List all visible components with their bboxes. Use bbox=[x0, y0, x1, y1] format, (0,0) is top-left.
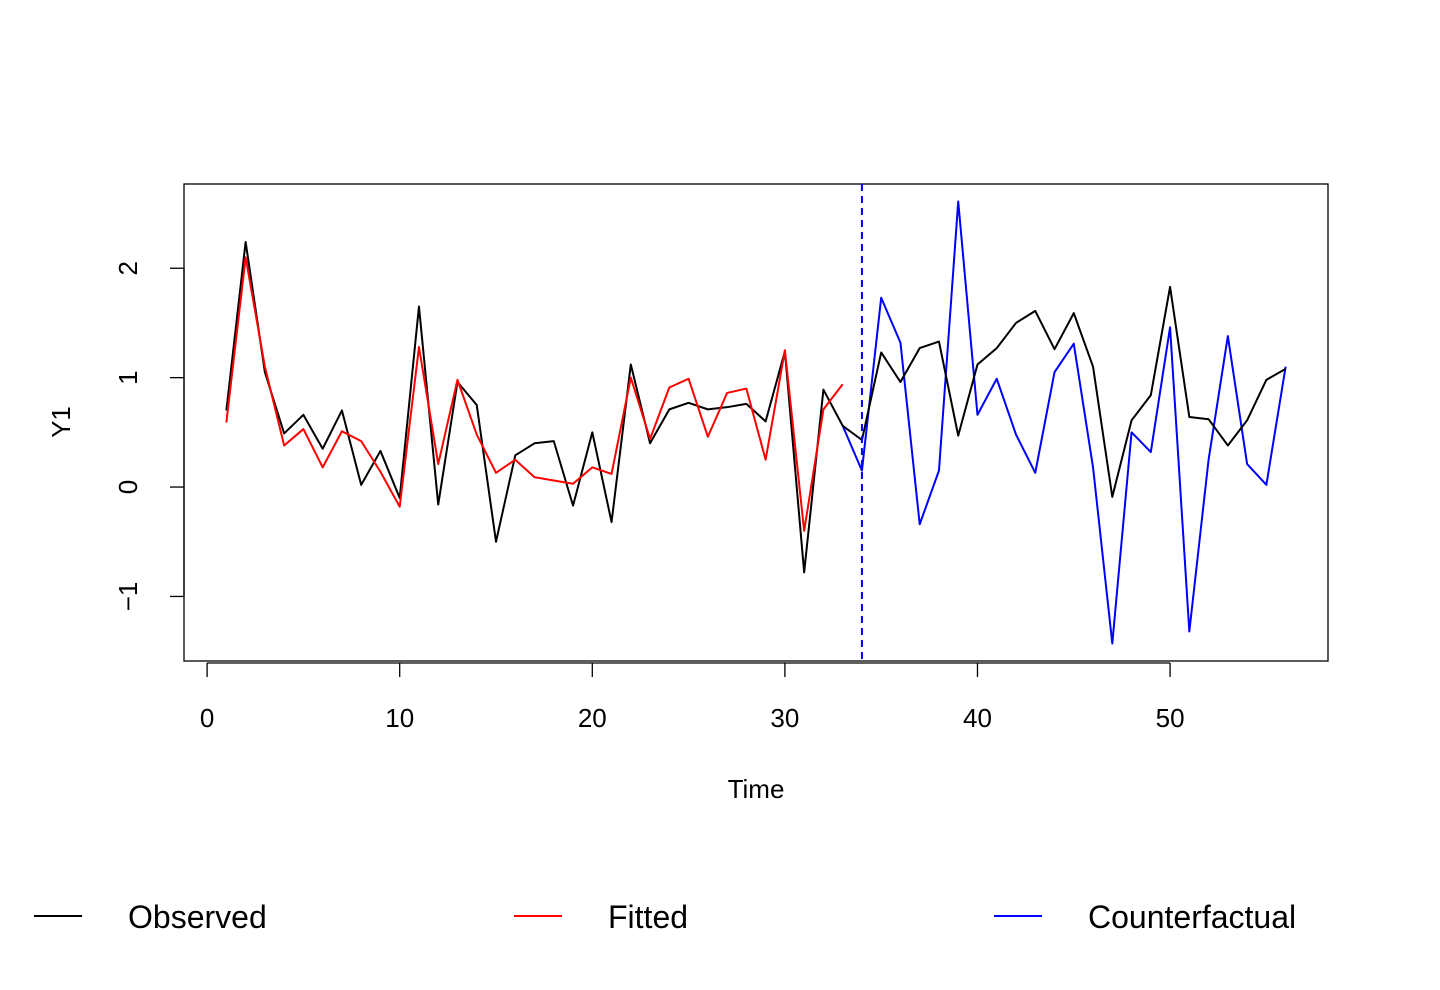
y-tick-label: 0 bbox=[113, 480, 143, 494]
x-tick-label: 10 bbox=[385, 703, 414, 733]
series-line-counterfactual bbox=[841, 200, 1287, 645]
y-tick-label: 2 bbox=[113, 261, 143, 275]
y-tick-label: −1 bbox=[113, 582, 143, 612]
legend-label-observed: Observed bbox=[128, 899, 267, 935]
series-line-fitted bbox=[225, 256, 844, 532]
y-axis-label: Y1 bbox=[46, 406, 76, 438]
x-tick-label: 50 bbox=[1156, 703, 1185, 733]
plot-area bbox=[225, 184, 1287, 661]
y-axis: −1 0 1 2 bbox=[113, 261, 185, 612]
x-tick-label: 20 bbox=[578, 703, 607, 733]
legend-label-counterfactual: Counterfactual bbox=[1088, 899, 1296, 935]
x-tick-label: 40 bbox=[963, 703, 992, 733]
y-tick-label: 1 bbox=[113, 370, 143, 384]
series-line-observed bbox=[225, 240, 1287, 574]
x-axis-label: Time bbox=[728, 774, 785, 804]
legend-label-fitted: Fitted bbox=[608, 899, 688, 935]
x-axis: 0 10 20 30 40 50 bbox=[200, 662, 1185, 733]
x-tick-label: 0 bbox=[200, 703, 214, 733]
x-tick-label: 30 bbox=[770, 703, 799, 733]
legend: Observed Fitted Counterfactual bbox=[34, 899, 1296, 935]
